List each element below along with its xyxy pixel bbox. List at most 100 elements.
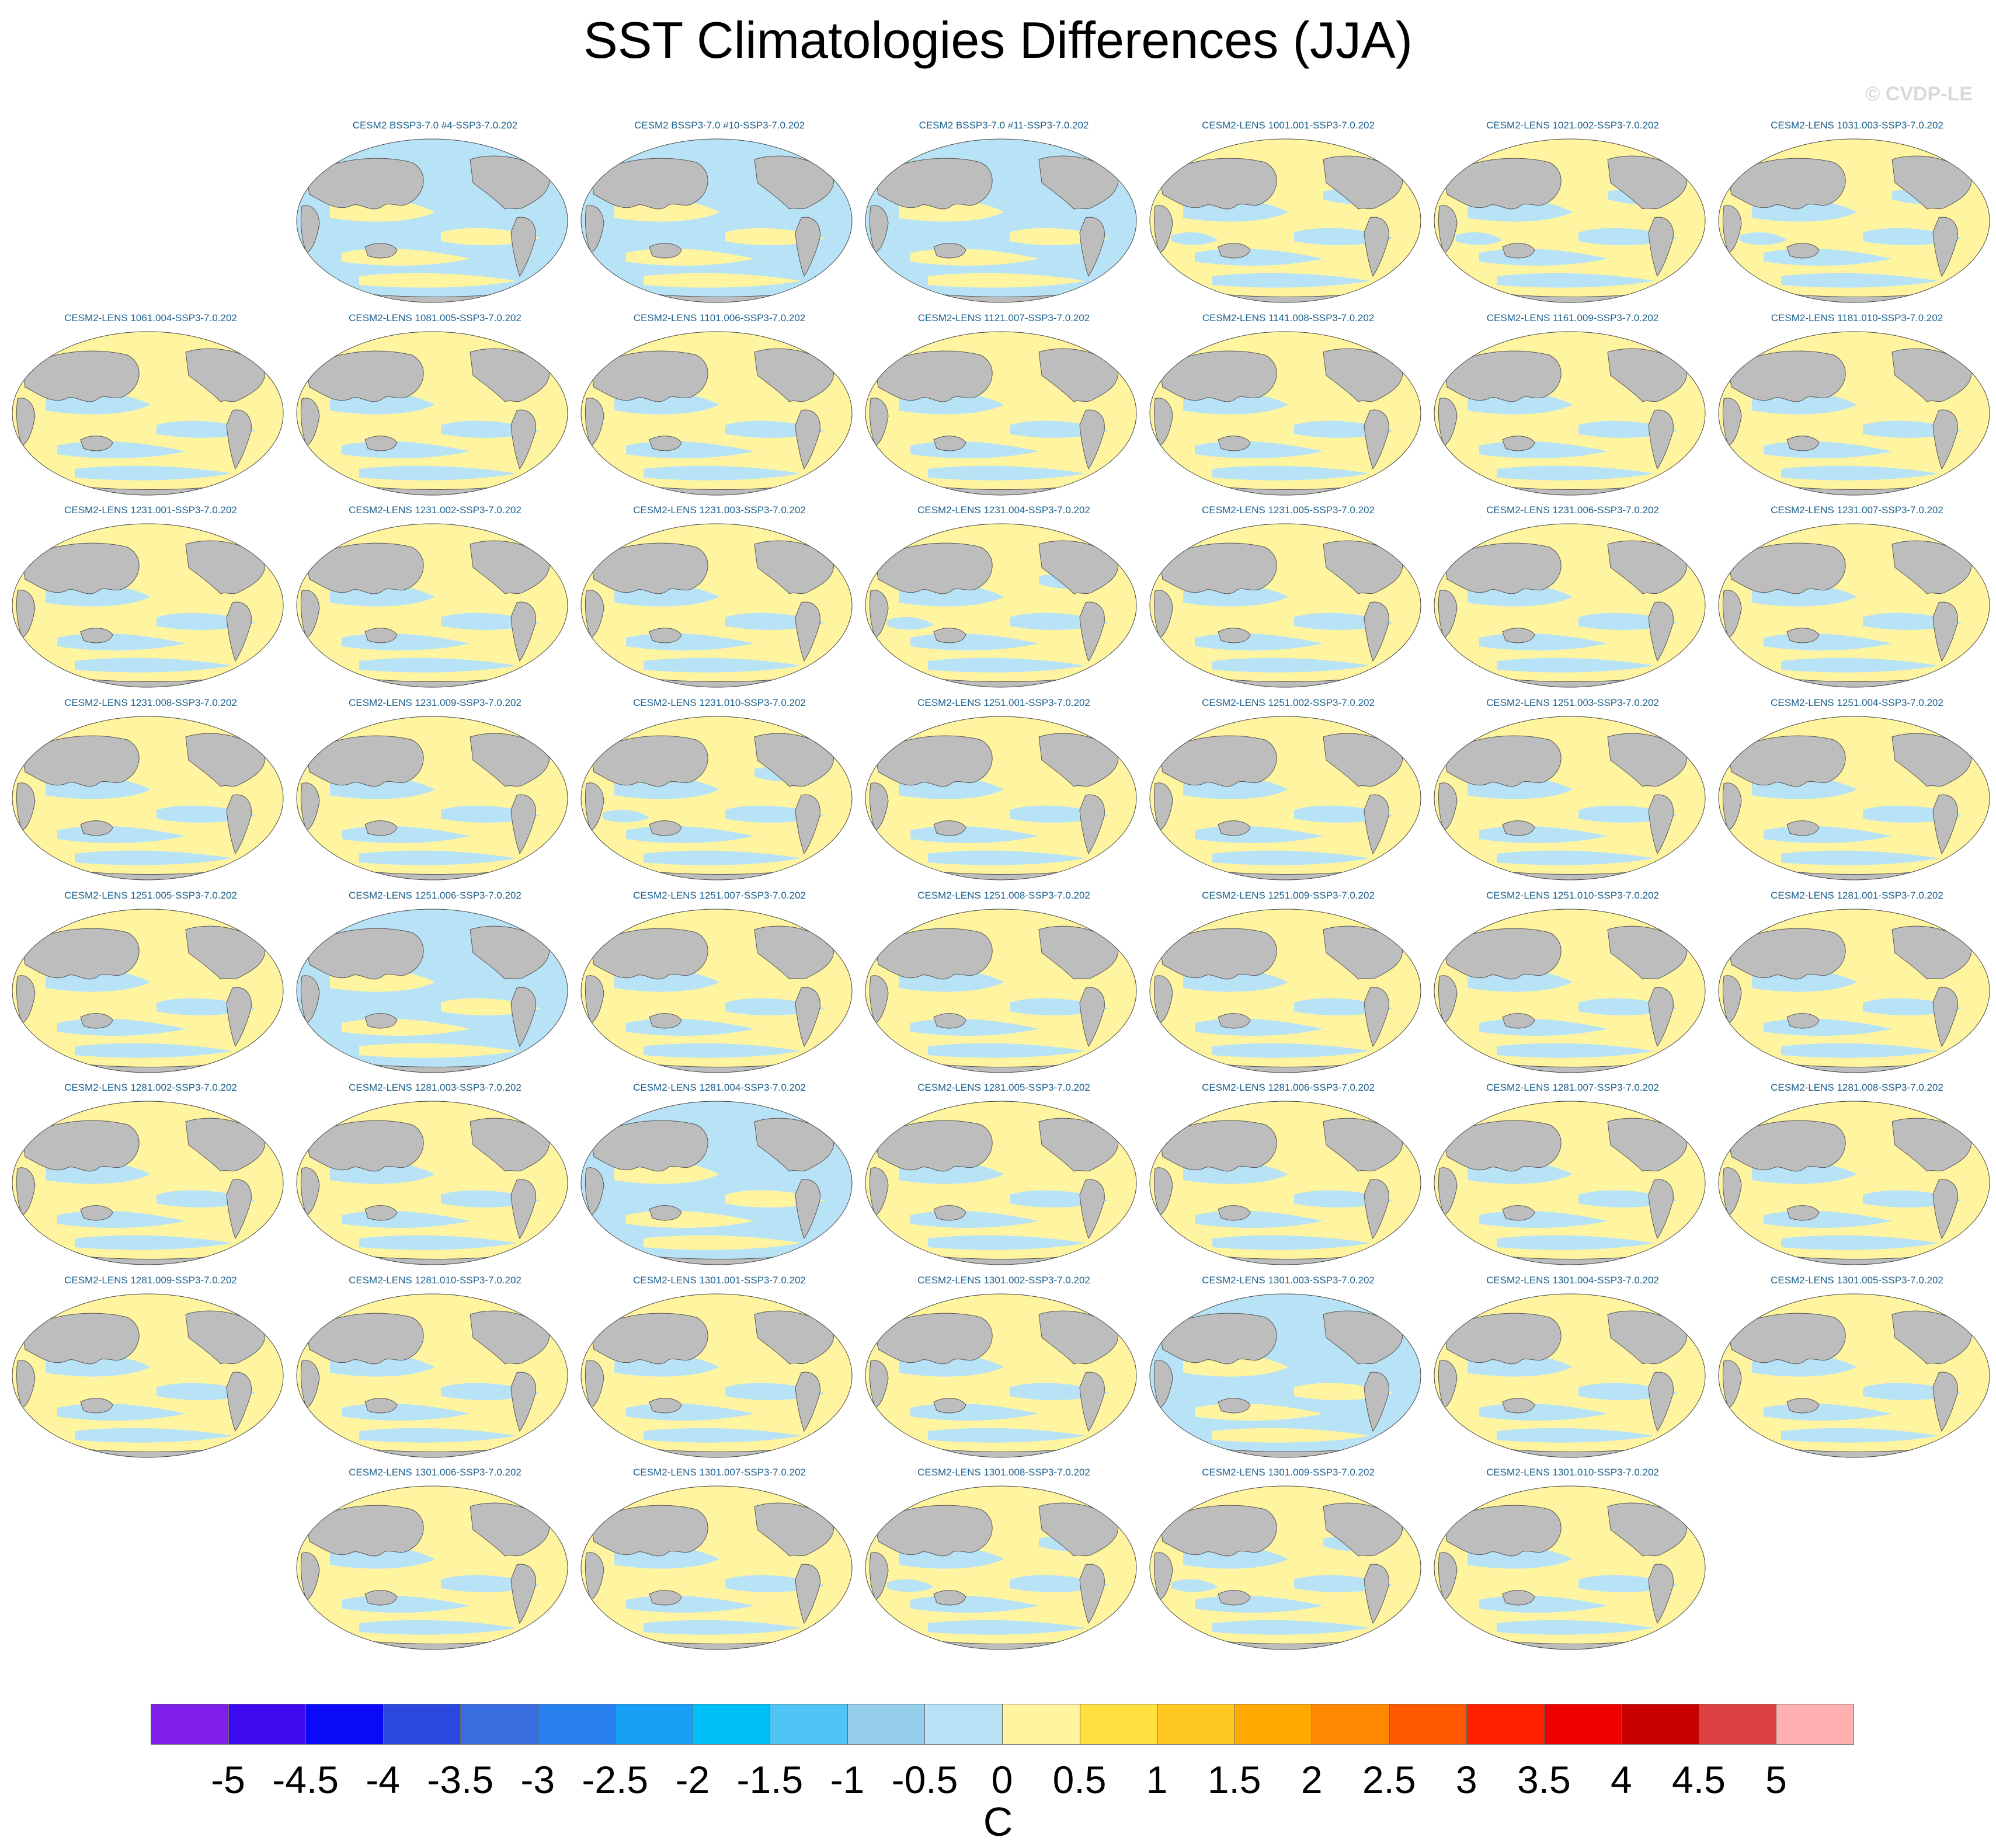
anomaly-patch <box>887 617 934 630</box>
land <box>1438 398 1458 446</box>
map-outline <box>1149 1101 1421 1265</box>
map-panel: CESM2-LENS 1281.006-SSP3-7.0.202 <box>1148 1082 1428 1275</box>
colorbar-box <box>1389 1704 1468 1745</box>
anomaly-patch <box>75 1043 232 1058</box>
land <box>1323 733 1403 787</box>
land <box>22 928 140 980</box>
map-panel: CESM2-LENS 1281.010-SSP3-7.0.202 <box>295 1275 575 1467</box>
land <box>1728 542 1846 594</box>
land <box>1159 1120 1277 1172</box>
land <box>795 1179 820 1240</box>
map <box>865 716 1137 881</box>
anomaly-patch <box>359 1428 517 1443</box>
colorbar-box <box>151 1704 229 1745</box>
chart-title: SST Climatologies Differences (JJA) <box>583 11 1413 69</box>
land <box>300 590 320 638</box>
panel-title: CESM2-LENS 1281.008-SSP3-7.0.202 <box>1771 1082 1943 1093</box>
colorbar-box <box>1234 1704 1313 1745</box>
land <box>300 1167 320 1216</box>
map <box>865 909 1137 1073</box>
land <box>1728 735 1846 787</box>
land <box>1159 735 1277 787</box>
land <box>80 1013 113 1029</box>
land <box>364 1013 398 1029</box>
land <box>875 542 993 594</box>
land <box>869 1360 889 1408</box>
anomaly-patch <box>644 850 801 865</box>
anomaly-patch <box>1781 850 1939 865</box>
land <box>1364 1179 1389 1240</box>
land <box>649 1590 682 1606</box>
map-panel: CESM2-LENS 1281.007-SSP3-7.0.202 <box>1432 1082 1713 1275</box>
land <box>1159 1313 1277 1365</box>
anomaly-patch <box>75 465 232 481</box>
map-outline <box>1149 331 1421 496</box>
map <box>296 716 568 881</box>
map <box>580 523 853 688</box>
map-panel: CESM2-LENS 1301.010-SSP3-7.0.202 <box>1432 1467 1713 1659</box>
map-outline <box>12 331 284 496</box>
anomaly-patch <box>359 273 517 288</box>
land <box>185 1118 266 1172</box>
panel-title: CESM2-LENS 1121.007-SSP3-7.0.202 <box>917 312 1090 323</box>
land <box>1153 975 1173 1024</box>
land <box>306 1120 424 1172</box>
colorbar-tick-label: 5 <box>1765 1758 1787 1801</box>
map-panel: CESM2-LENS 1231.010-SSP3-7.0.202 <box>579 697 860 890</box>
map-outline <box>1434 1293 1706 1458</box>
land <box>1932 1179 1958 1240</box>
land <box>590 928 708 980</box>
anomaly-patch <box>1212 465 1370 481</box>
map-panel: CESM2-LENS 1031.003-SSP3-7.0.202 <box>1717 120 1996 312</box>
land <box>1502 820 1535 836</box>
land <box>1932 409 1958 470</box>
colorbar-box <box>1157 1704 1235 1745</box>
anomaly-patch <box>1781 465 1939 481</box>
map <box>1718 138 1990 303</box>
land <box>1728 1120 1846 1172</box>
colorbar-box <box>847 1704 926 1745</box>
land <box>1648 987 1674 1047</box>
land <box>1038 733 1119 787</box>
map <box>12 1293 284 1458</box>
map <box>865 1101 1137 1265</box>
land <box>1159 158 1277 210</box>
colorbar-tick-label: 4 <box>1611 1758 1632 1801</box>
land <box>510 409 536 470</box>
panel-title: CESM2-LENS 1301.005-SSP3-7.0.202 <box>1771 1275 1943 1286</box>
panel-title: CESM2-LENS 1181.010-SSP3-7.0.202 <box>1771 312 1943 323</box>
anomaly-patch <box>75 1235 232 1250</box>
panel-title: CESM2-LENS 1301.008-SSP3-7.0.202 <box>917 1467 1090 1478</box>
land <box>1323 1502 1403 1557</box>
map <box>580 1293 853 1458</box>
map-panel: CESM2-LENS 1141.008-SSP3-7.0.202 <box>1148 312 1428 505</box>
land <box>16 1167 36 1216</box>
map-outline <box>580 138 853 303</box>
land <box>1932 987 1958 1047</box>
land <box>306 1505 424 1557</box>
map <box>12 331 284 496</box>
anomaly-patch <box>1212 1043 1370 1058</box>
panel-title: CESM2-LENS 1281.005-SSP3-7.0.202 <box>917 1082 1090 1093</box>
panel-title: CESM2-LENS 1231.006-SSP3-7.0.202 <box>1486 504 1659 516</box>
land <box>1891 155 1972 210</box>
panel-title: CESM2-LENS 1251.009-SSP3-7.0.202 <box>1202 890 1375 901</box>
land <box>933 1590 966 1606</box>
map-outline <box>1434 1101 1706 1265</box>
land <box>585 1360 604 1408</box>
anomaly-patch <box>644 465 801 481</box>
land <box>306 735 424 787</box>
land <box>795 794 820 855</box>
anomaly-patch <box>1212 850 1370 865</box>
map-outline <box>865 1485 1137 1650</box>
land <box>1932 1372 1958 1432</box>
land <box>1932 601 1958 662</box>
map-panel: CESM2-LENS 1251.002-SSP3-7.0.202 <box>1148 697 1428 890</box>
land <box>754 925 834 980</box>
land <box>1648 217 1674 277</box>
map <box>1718 716 1990 881</box>
land <box>869 975 889 1024</box>
map-outline <box>1718 909 1990 1073</box>
panel-title: CESM2-LENS 1231.009-SSP3-7.0.202 <box>349 697 521 708</box>
